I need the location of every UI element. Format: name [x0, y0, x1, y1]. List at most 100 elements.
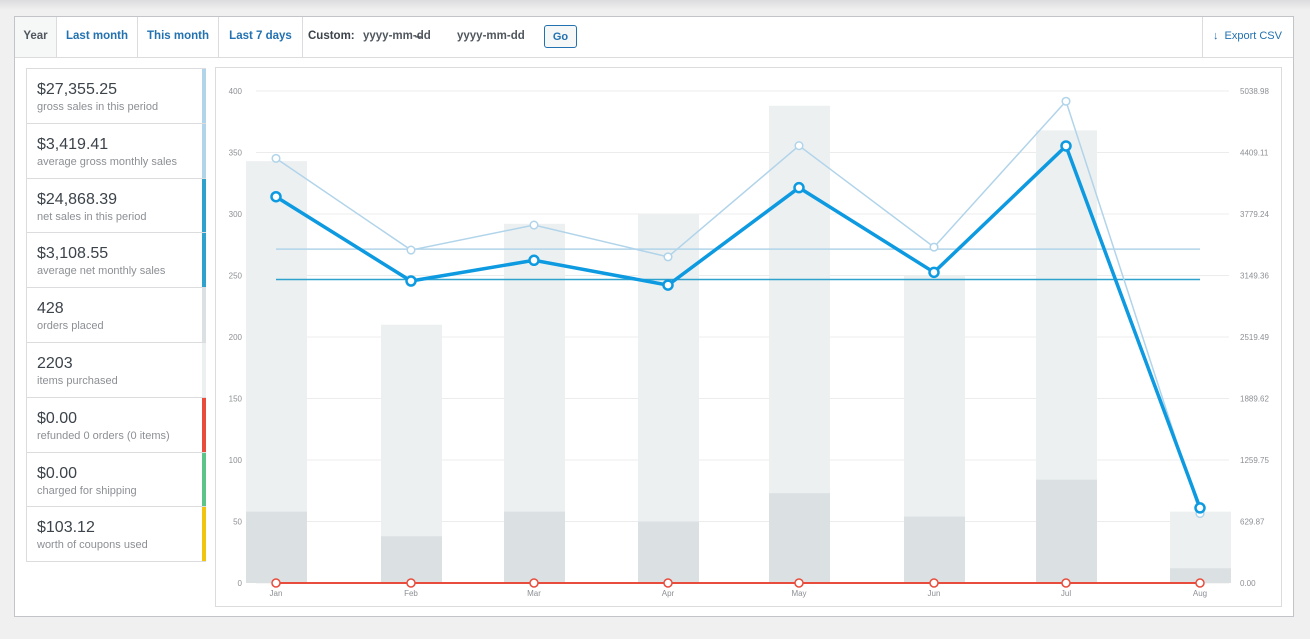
y-left-tick-label: 150: [229, 395, 243, 404]
legend-label: average gross monthly sales: [37, 155, 178, 168]
legend-item[interactable]: 2203 items purchased: [27, 342, 206, 398]
legend-item[interactable]: $3,108.55 average net monthly sales: [27, 233, 206, 289]
series-line: [275, 142, 1202, 509]
bar: [381, 536, 442, 583]
go-button[interactable]: Go: [544, 25, 577, 48]
sales-chart-svg: 0 50 100 150 200 250 300 350 400 0.00 629.87 1259.7…: [229, 87, 1270, 598]
bar: [1170, 568, 1231, 583]
legend-value: $103.12: [37, 519, 95, 537]
legend-color-bar: [202, 452, 206, 507]
series-point: [528, 254, 540, 267]
series-point: [662, 279, 674, 291]
legend-color-bar: [202, 507, 206, 562]
y-left-tick-label: 400: [229, 87, 243, 96]
series-point: [529, 578, 539, 588]
series-point: [928, 266, 940, 279]
legend-value: 428: [37, 300, 64, 318]
legend-value: $24,868.39: [37, 190, 118, 208]
y-right-tick-label: 3779.24: [1240, 210, 1269, 219]
y-left-tick-label: 300: [229, 210, 243, 219]
bar: [638, 521, 699, 583]
date-from-input[interactable]: yyyy-mm-dd: [363, 30, 431, 42]
legend-color-bar: [202, 288, 206, 342]
legend-label: refunded 0 orders (0 items): [37, 429, 170, 442]
tab-this-month[interactable]: This month: [138, 17, 219, 57]
legend-item[interactable]: $27,355.25 gross sales in this period: [27, 69, 206, 124]
legend-item[interactable]: $0.00 refunded 0 orders (0 items): [27, 397, 206, 453]
y-left-tick-label: 50: [233, 518, 242, 527]
legend-color-bar: [202, 233, 206, 288]
series-line: [275, 99, 1201, 514]
legend-color-bar: [202, 397, 206, 452]
legend-value: $27,355.25: [37, 81, 118, 98]
bar: [769, 493, 830, 583]
sales-chart: 0 50 100 150 200 250 300 350 400 0.00 629.87 1259.7…: [215, 67, 1282, 607]
y-right-tick-label: 1259.75: [1240, 456, 1269, 465]
series-point: [271, 153, 281, 163]
bar: [904, 516, 965, 583]
legend-item[interactable]: $103.12 worth of coupons used: [27, 507, 206, 563]
legend-color-bar: [202, 69, 206, 123]
series-point: [794, 141, 804, 151]
legend-label: charged for shipping: [37, 484, 137, 497]
series-point: [405, 275, 417, 287]
legend-value: $0.00: [37, 464, 78, 482]
y-right-tick-label: 0.00: [1240, 579, 1256, 588]
x-tick-label: Mar: [527, 589, 541, 598]
export-csv-label: Export CSV: [1224, 30, 1282, 42]
y-left-tick-label: 250: [229, 272, 243, 281]
legend-item[interactable]: 428 orders placed: [27, 288, 206, 343]
series-point: [271, 578, 281, 588]
bar: [1036, 479, 1097, 583]
bar: [246, 511, 307, 583]
series-point: [1060, 140, 1072, 152]
y-right-tick-label: 5038.98: [1240, 87, 1269, 96]
date-to-input[interactable]: yyyy-mm-dd: [457, 30, 525, 42]
series-point: [794, 578, 804, 588]
y-right-tick-label: 2519.49: [1240, 333, 1269, 342]
bar: [504, 511, 565, 583]
legend-value: $0.00: [37, 409, 78, 427]
x-tick-label: Jul: [1061, 589, 1071, 598]
y-right-tick-label: 629.87: [1240, 518, 1265, 527]
x-tick-label: Jan: [270, 589, 283, 598]
series-point: [1195, 578, 1205, 588]
legend-label: items purchased: [37, 374, 118, 387]
series-point: [406, 578, 416, 588]
series-point: [270, 190, 282, 203]
series-point: [663, 252, 673, 262]
legend-color-bar: [202, 342, 206, 397]
y-left-tick-label: 0: [238, 579, 243, 588]
y-left-tick-label: 200: [229, 333, 243, 342]
series-point: [406, 245, 416, 255]
x-tick-label: Aug: [1193, 589, 1207, 598]
legend-value: $3,108.55: [37, 245, 109, 263]
series-point: [929, 242, 939, 252]
chart-legend: $27,355.25 gross sales in this period $3,4…: [26, 68, 206, 563]
legend-label: net sales in this period: [37, 210, 147, 223]
custom-range-label: Custom:: [308, 30, 355, 42]
x-tick-label: Jun: [928, 589, 941, 598]
export-csv-button[interactable]: ↓ Export CSV: [1202, 17, 1293, 57]
series-point: [1194, 502, 1206, 514]
legend-label: orders placed: [37, 320, 104, 333]
legend-color-bar: [202, 123, 206, 178]
series-point: [929, 578, 939, 588]
download-arrow-icon: ↓: [1213, 30, 1219, 42]
legend-value: 2203: [37, 354, 73, 372]
y-left-tick-label: 100: [229, 456, 243, 465]
legend-item[interactable]: $24,868.39 net sales in this period: [27, 178, 206, 234]
tab-last-month[interactable]: Last month: [57, 17, 138, 57]
series-point: [663, 578, 673, 588]
y-right-tick-label: 1889.62: [1240, 395, 1269, 404]
legend-item[interactable]: $0.00 charged for shipping: [27, 452, 206, 508]
sales-report-panel: Year Last month This month Last 7 days C…: [14, 16, 1294, 617]
x-tick-label: Apr: [662, 589, 675, 598]
tab-last-7-days[interactable]: Last 7 days: [219, 17, 303, 57]
legend-label: average net monthly sales: [37, 265, 166, 278]
legend-item[interactable]: $3,419.41 average gross monthly sales: [27, 123, 206, 179]
legend-value: $3,419.41: [37, 135, 109, 153]
legend-label: gross sales in this period: [37, 101, 159, 113]
tab-year[interactable]: Year: [15, 17, 57, 57]
x-tick-label: May: [791, 589, 806, 598]
